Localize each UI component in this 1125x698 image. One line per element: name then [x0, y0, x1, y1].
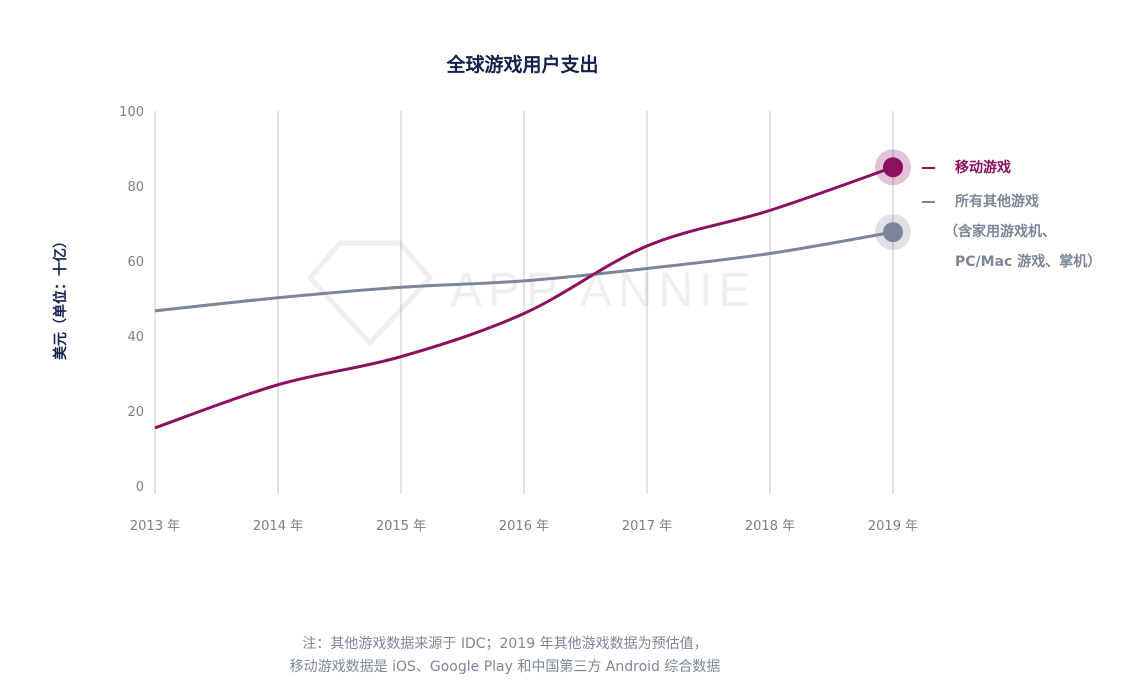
y-axis-label: 美元（单位：十亿） [53, 234, 69, 360]
x-tick-label: 2017 年 [622, 519, 672, 534]
legend-other: 所有其他游戏 （含家用游戏机、 PC/Mac 游戏、掌机） [922, 187, 1101, 277]
series-line-other [154, 230, 894, 313]
x-tick-label: 2015 年 [376, 519, 426, 534]
legend-other-label-line2: （含家用游戏机、 [944, 224, 1056, 240]
y-tick-label: 80 [127, 180, 144, 195]
legend-mobile-label: 移动游戏 [955, 160, 1011, 176]
footnote-line2: 移动游戏数据是 iOS、Google Play 和中国第三方 Android 综… [289, 659, 721, 675]
legend-other-label-line3: PC/Mac 游戏、掌机） [955, 254, 1102, 270]
y-tick-label: 60 [127, 255, 144, 270]
y-tick-label: 20 [127, 405, 144, 420]
app-annie-watermark: APP ANNIE [300, 238, 780, 352]
chart-title: 全球游戏用户支出 [446, 54, 599, 76]
y-tick-label: 0 [136, 480, 144, 495]
svg-text:APP ANNIE: APP ANNIE [450, 264, 757, 317]
x-tick-label: 2016 年 [499, 519, 549, 534]
footnote-line1: 注：其他游戏数据来源于 IDC；2019 年其他游戏数据为预估值， [302, 636, 708, 652]
footnote: 注：其他游戏数据来源于 IDC；2019 年其他游戏数据为预估值， 移动游戏数据… [0, 633, 1010, 679]
end-point-other [883, 222, 903, 243]
legend-mobile-swatch [922, 167, 935, 169]
x-tick-label: 2018 年 [745, 519, 795, 534]
x-tick-label: 2013 年 [130, 519, 180, 534]
legend-other-swatch [922, 201, 935, 203]
legend-mobile: 移动游戏 [922, 157, 1011, 177]
series-line-mobile [154, 165, 894, 430]
y-tick-label: 40 [127, 330, 144, 345]
x-tick-label: 2014 年 [253, 519, 303, 534]
y-tick-label: 100 [119, 105, 144, 120]
x-tick-label: 2019 年 [868, 519, 918, 534]
end-point-mobile [883, 157, 903, 178]
legend-other-label: 所有其他游戏 [955, 194, 1039, 210]
